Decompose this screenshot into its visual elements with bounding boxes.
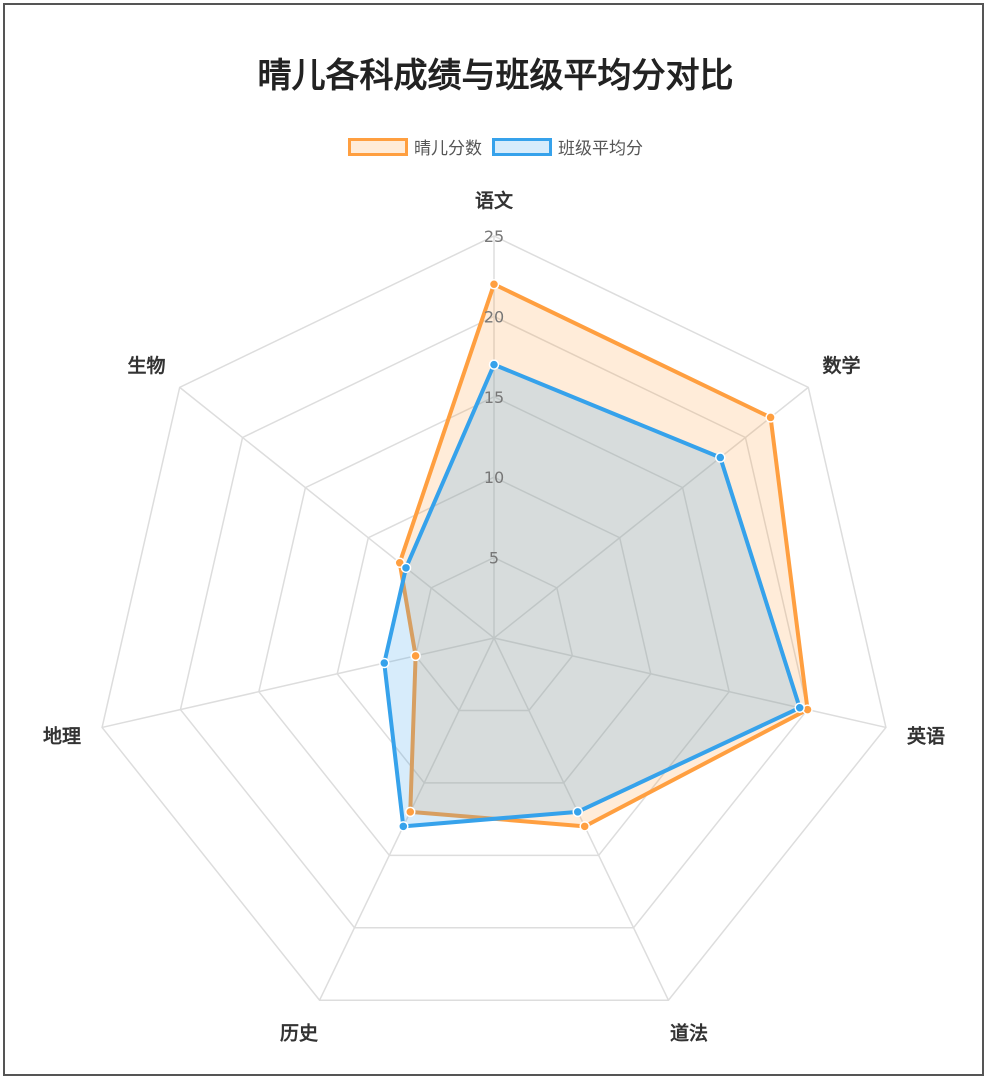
tick-label-10: 10 xyxy=(484,468,504,487)
legend-label-student: 晴儿分数 xyxy=(414,139,482,159)
grid-ring-15 xyxy=(258,395,730,857)
axis-label-3: 道法 xyxy=(670,1022,708,1045)
grid-ring-25 xyxy=(101,235,887,1001)
axis-label-1: 数学 xyxy=(822,354,860,377)
series-1-point-0 xyxy=(488,359,500,370)
axis-spoke-5 xyxy=(101,637,495,729)
legend-item-class-average[interactable]: 班级平均分 xyxy=(492,134,643,159)
axis-label-6: 生物 xyxy=(128,354,166,377)
legend-item-student[interactable]: 晴儿分数 xyxy=(348,134,482,159)
series-1-point-1 xyxy=(715,452,726,463)
legend-swatch-class-average xyxy=(492,137,552,156)
axis-spoke-2 xyxy=(493,637,887,729)
tick-label-15: 15 xyxy=(484,388,504,407)
series-0-point-4 xyxy=(405,806,416,818)
tick-label-25: 25 xyxy=(484,227,504,246)
legend-label-class-average: 班级平均分 xyxy=(558,139,643,159)
grid-ring-10 xyxy=(336,476,652,784)
grid-ring-20 xyxy=(179,315,809,929)
series-1-point-2 xyxy=(794,702,805,714)
series-0-point-3 xyxy=(579,821,590,832)
radar-grid xyxy=(101,235,887,1001)
series-1-point-6 xyxy=(400,562,412,574)
series-1-point-4 xyxy=(398,821,409,832)
axis-label-4: 历史 xyxy=(280,1023,319,1045)
series-1-point-3 xyxy=(572,806,583,818)
series-area-1 xyxy=(382,362,802,829)
grid-ring-5 xyxy=(414,556,574,712)
series-0-point-5 xyxy=(410,650,421,662)
axis-spoke-1 xyxy=(493,386,809,639)
tick-label-20: 20 xyxy=(484,307,504,326)
axis-label-5: 地理 xyxy=(43,724,81,747)
axis-spoke-4 xyxy=(318,637,495,1001)
series-0-point-0 xyxy=(488,278,500,290)
legend: 晴儿分数 班级平均分 xyxy=(0,134,991,159)
series-1-point-5 xyxy=(379,657,390,669)
legend-swatch-student xyxy=(348,137,408,156)
tick-label-5: 5 xyxy=(489,549,499,568)
chart-title: 晴儿各科成绩与班级平均分对比 xyxy=(257,56,734,96)
axis-spoke-3 xyxy=(493,637,670,1001)
series-0-point-1 xyxy=(765,412,776,423)
axis-spoke-6 xyxy=(179,386,495,639)
axis-label-0: 语文 xyxy=(475,189,514,212)
axis-label-2: 英语 xyxy=(907,724,945,747)
